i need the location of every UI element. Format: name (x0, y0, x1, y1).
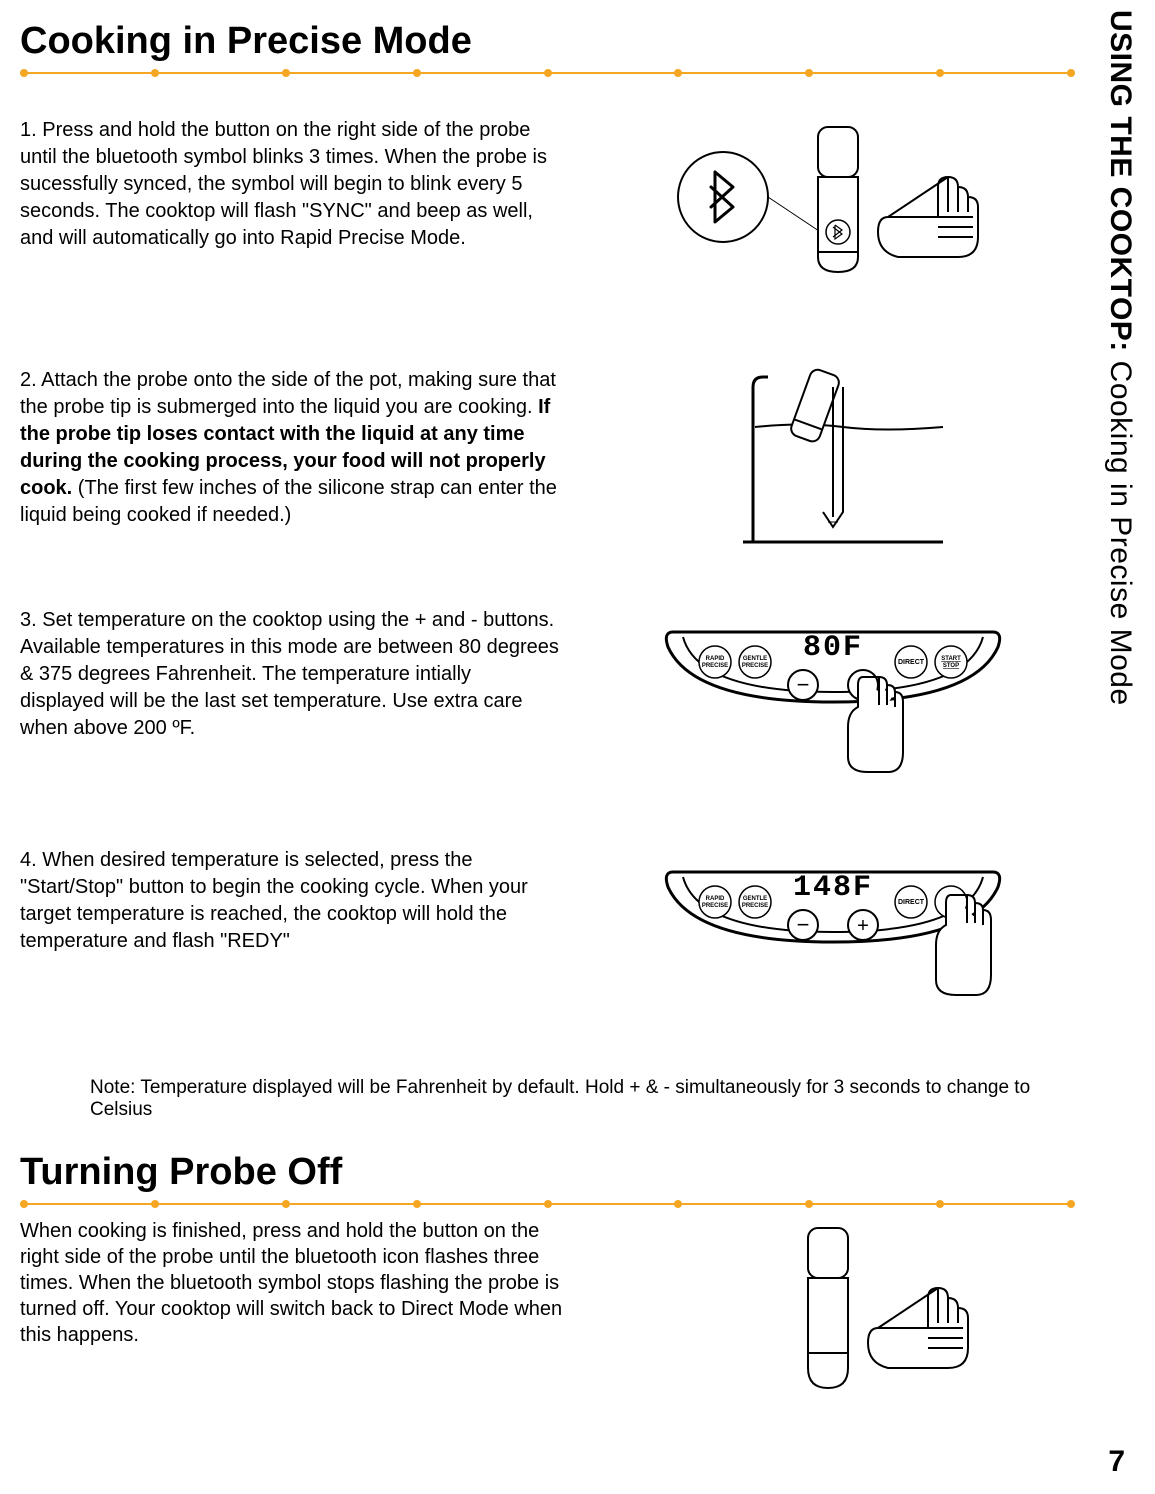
direct-label: DIRECT (897, 659, 924, 666)
svg-text:+: + (857, 915, 869, 937)
section-divider (20, 69, 1075, 77)
cooktop-panel-plus-icon: 80F RAPIDPRECISE GENTLEPRECISE DIRECT ST… (653, 607, 1013, 797)
turning-off-text: When cooking is finished, press and hold… (20, 1218, 580, 1348)
probe-hand-off-icon (753, 1218, 1013, 1418)
section-divider-2 (20, 1200, 1075, 1208)
startstop-label: STARTSTOP (941, 656, 961, 669)
step-3-text: 3. Set temperature on the cooktop using … (20, 607, 560, 742)
turning-off-heading: Turning Probe Off (20, 1151, 1075, 1194)
cooktop-panel-startstop-icon: 148F RAPIDPRECISE GENTLEPRECISE DIRECT −… (653, 847, 1013, 1047)
gentle-precise-label: GENTLEPRECISE (741, 656, 767, 669)
step-1-text: 1. Press and hold the button on the righ… (20, 117, 560, 252)
step-3: 3. Set temperature on the cooktop using … (20, 607, 1075, 797)
step-2-text: 2. Attach the probe onto the side of the… (20, 367, 560, 529)
svg-text:GENTLEPRECISE: GENTLEPRECISE (741, 896, 767, 909)
svg-text:DIRECT: DIRECT (897, 899, 924, 906)
temp-display-4: 148F (792, 871, 872, 905)
step-3-illustration: 80F RAPIDPRECISE GENTLEPRECISE DIRECT ST… (590, 607, 1075, 797)
probe-in-pot-icon (683, 367, 983, 557)
step-2-illustration (590, 367, 1075, 557)
side-title-bold: USING THE COOKTOP: (1104, 10, 1137, 352)
step-4-text: 4. When desired temperature is selected,… (20, 847, 560, 955)
turning-off-row: When cooking is finished, press and hold… (20, 1218, 1075, 1418)
svg-text:−: − (796, 912, 809, 937)
side-title-rest: Cooking in Precise Mode (1104, 352, 1137, 706)
page-number: 7 (1108, 1445, 1125, 1479)
step-1-illustration (590, 117, 1075, 317)
svg-text:RAPIDPRECISE: RAPIDPRECISE (701, 896, 727, 909)
divider-dots (20, 69, 1075, 77)
step-4: 4. When desired temperature is selected,… (20, 847, 1075, 1047)
divider-dots-2 (20, 1200, 1075, 1208)
rapid-precise-label: RAPIDPRECISE (701, 656, 727, 669)
minus-label: − (796, 672, 809, 697)
step-4-illustration: 148F RAPIDPRECISE GENTLEPRECISE DIRECT −… (590, 847, 1075, 1047)
bluetooth-probe-hand-icon (653, 117, 1013, 317)
step-2: 2. Attach the probe onto the side of the… (20, 367, 1075, 557)
temperature-unit-note: Note: Temperature displayed will be Fahr… (90, 1077, 1075, 1121)
step-1: 1. Press and hold the button on the righ… (20, 117, 1075, 317)
page-heading: Cooking in Precise Mode (20, 20, 1075, 63)
turning-off-illustration (610, 1218, 1075, 1418)
side-section-title: USING THE COOKTOP: Cooking in Precise Mo… (1103, 10, 1137, 706)
temp-display-3: 80F (802, 631, 862, 665)
